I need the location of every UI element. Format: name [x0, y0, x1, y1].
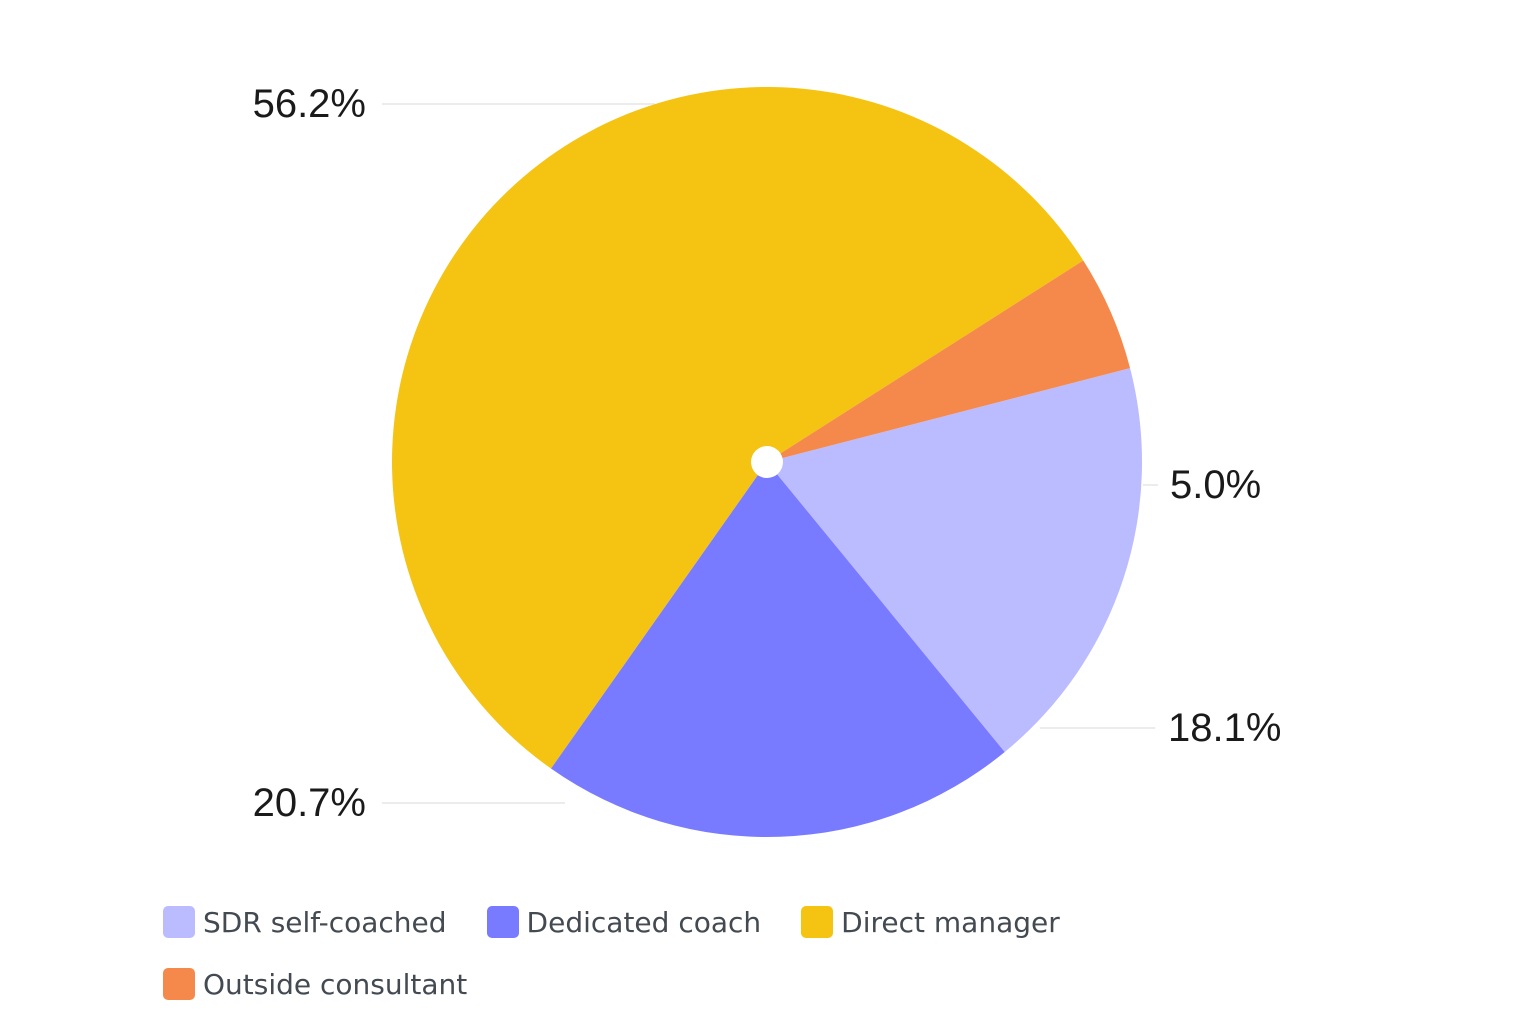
legend-swatch-outside-consultant	[163, 968, 195, 1000]
legend-label-outside-consultant: Outside consultant	[203, 967, 468, 1001]
legend-label-sdr-self-coached: SDR self-coached	[203, 905, 447, 939]
pie-slice-direct-manager[interactable]	[391, 86, 1084, 769]
legend-label-direct-manager: Direct manager	[841, 905, 1060, 939]
data-label-dedicated-coach: 20.7%	[253, 781, 366, 825]
legend-swatch-direct-manager	[801, 906, 834, 938]
legend-item-sdr-self-coached[interactable]: SDR self-coached	[163, 903, 447, 941]
pie-center-hole	[751, 446, 783, 478]
legend-item-dedicated-coach[interactable]: Dedicated coach	[486, 903, 762, 941]
legend-swatch-dedicated-coach	[486, 906, 519, 938]
data-label-direct-manager: 56.2%	[253, 82, 366, 126]
legend-item-direct-manager[interactable]: Direct manager	[801, 903, 1060, 941]
legend: SDR self-coached Dedicated coach Direct …	[163, 903, 1163, 1003]
data-label-outside-consultant: 5.0%	[1170, 463, 1261, 507]
legend-label-dedicated-coach: Dedicated coach	[526, 905, 762, 939]
legend-swatch-sdr-self-coached	[163, 906, 195, 938]
pie-slice-sdr-self-coached[interactable]	[767, 368, 1143, 753]
pie-slice-dedicated-coach[interactable]	[550, 462, 1005, 837]
legend-item-outside-consultant[interactable]: Outside consultant	[163, 965, 467, 1003]
pie-slice-outside-consultant[interactable]	[767, 260, 1131, 462]
data-label-sdr-self-coached: 18.1%	[1168, 706, 1281, 750]
